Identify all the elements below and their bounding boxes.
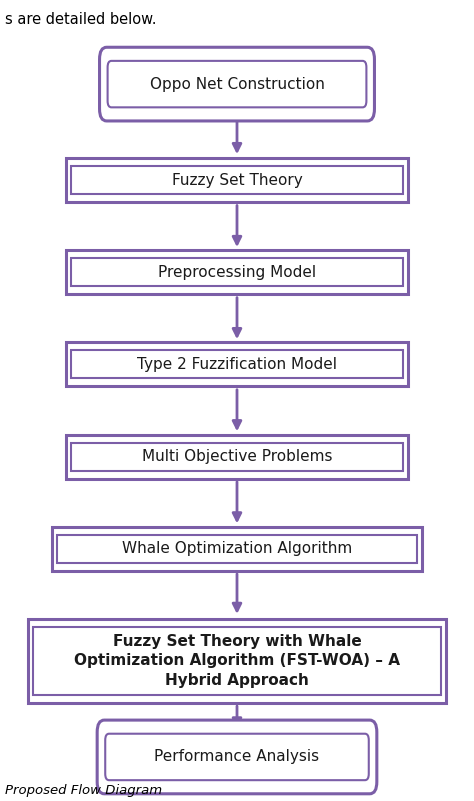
Text: s are detailed below.: s are detailed below. [5,12,156,27]
FancyBboxPatch shape [28,618,446,703]
Text: Proposed Flow Diagram: Proposed Flow Diagram [5,784,162,797]
Text: Performance Analysis: Performance Analysis [155,750,319,764]
Text: Fuzzy Set Theory: Fuzzy Set Theory [172,173,302,187]
Text: Fuzzy Set Theory with Whale
Optimization Algorithm (FST-WOA) – A
Hybrid Approach: Fuzzy Set Theory with Whale Optimization… [74,634,400,688]
FancyBboxPatch shape [100,47,374,121]
FancyBboxPatch shape [66,342,408,386]
FancyBboxPatch shape [66,250,408,294]
Text: Whale Optimization Algorithm: Whale Optimization Algorithm [122,541,352,556]
Text: Multi Objective Problems: Multi Objective Problems [142,449,332,464]
Text: Type 2 Fuzzification Model: Type 2 Fuzzification Model [137,357,337,372]
FancyBboxPatch shape [52,527,422,570]
Text: Preprocessing Model: Preprocessing Model [158,265,316,280]
FancyBboxPatch shape [66,434,408,479]
FancyBboxPatch shape [97,720,377,794]
Text: Oppo Net Construction: Oppo Net Construction [150,77,324,91]
FancyBboxPatch shape [66,158,408,202]
